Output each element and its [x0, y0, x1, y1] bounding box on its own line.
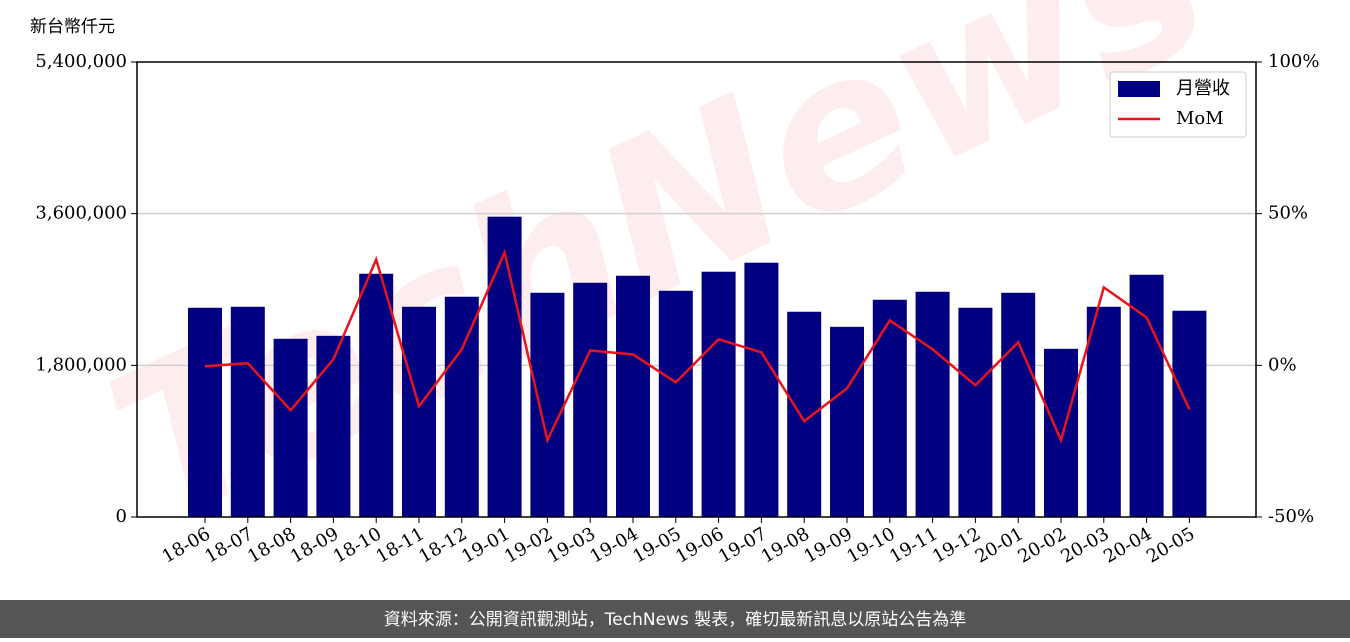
x-tick-label: 20-04 — [1100, 523, 1155, 567]
x-tick-label: 19-11 — [886, 523, 941, 567]
legend-swatch — [1118, 81, 1160, 97]
y-axis-unit: 新台幣仟元 — [30, 17, 115, 37]
bar — [1129, 274, 1164, 517]
bar — [701, 271, 736, 517]
bar — [487, 216, 522, 517]
footer-bar — [0, 600, 1350, 638]
x-tick-label: 19-02 — [501, 523, 556, 567]
x-tick-label: 19-05 — [629, 523, 684, 567]
x-tick-label: 20-01 — [972, 523, 1027, 567]
x-tick-label: 18-11 — [373, 523, 428, 567]
bar — [402, 306, 436, 517]
bar — [830, 326, 864, 517]
x-tick-label: 19-06 — [672, 523, 727, 567]
bar — [573, 282, 608, 517]
x-tick-label: 20-03 — [1057, 523, 1112, 567]
x-tick-label: 18-09 — [287, 523, 342, 567]
x-tick-label: 19-10 — [843, 523, 898, 567]
footer-text: 資料來源：公開資訊觀測站，TechNews 製表，確切最新訊息以原站公告為準 — [384, 610, 966, 630]
bar — [958, 307, 993, 517]
x-tick-label: 19-09 — [801, 523, 856, 567]
plot-frame — [136, 61, 1257, 518]
mom-line — [204, 248, 1191, 445]
y2-tick-label: 100% — [1268, 51, 1319, 72]
x-tick-label: 19-03 — [544, 523, 599, 567]
bar — [1001, 292, 1036, 517]
bar — [359, 273, 394, 517]
y-tick-label: 0 — [116, 506, 127, 527]
y-tick-label: 1,800,000 — [35, 354, 127, 375]
x-tick-label: 19-01 — [458, 523, 513, 567]
x-tick-label: 19-12 — [929, 523, 984, 567]
bar — [1172, 310, 1207, 517]
y-tick-label: 3,600,000 — [35, 203, 127, 224]
bar — [230, 306, 265, 517]
bar — [1044, 348, 1078, 517]
y2-tick-label: -50% — [1268, 506, 1314, 527]
y2-tick-label: 0% — [1268, 354, 1297, 375]
x-tick-label: 20-02 — [1015, 523, 1070, 567]
x-tick-label: 19-04 — [587, 523, 642, 567]
bar — [273, 338, 308, 517]
x-tick-label: 18-10 — [330, 523, 385, 567]
bar — [744, 262, 779, 517]
bar — [530, 292, 565, 517]
bar — [915, 291, 950, 517]
bar — [444, 296, 479, 517]
bar — [188, 307, 222, 517]
legend-label: 月營收 — [1176, 78, 1230, 99]
legend-label: MoM — [1176, 108, 1224, 129]
x-tick-label: 20-05 — [1143, 523, 1198, 567]
bar — [616, 275, 650, 517]
bar — [1086, 306, 1121, 517]
y2-tick-label: 50% — [1268, 203, 1308, 224]
bar — [787, 311, 822, 517]
x-tick-label: 19-07 — [715, 523, 770, 567]
bar — [658, 290, 693, 517]
x-tick-label: 18-12 — [415, 523, 470, 567]
x-tick-label: 19-08 — [758, 523, 813, 567]
y-tick-label: 5,400,000 — [35, 51, 127, 72]
bar — [872, 299, 907, 517]
bar — [316, 335, 351, 517]
